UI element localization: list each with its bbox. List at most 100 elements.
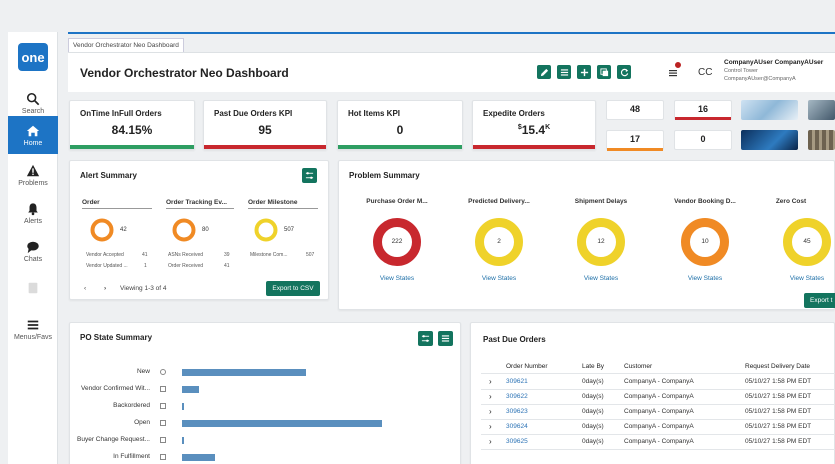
- expand-row-chevron-icon[interactable]: ›: [489, 377, 492, 386]
- notification-badge[interactable]: [674, 61, 682, 69]
- list-button[interactable]: [557, 65, 571, 79]
- col-header-order-number[interactable]: Order Number: [506, 363, 548, 370]
- row-divider: [481, 434, 835, 435]
- problem-label[interactable]: Vendor Booking D...: [674, 198, 736, 205]
- po-row-checkbox[interactable]: [160, 454, 166, 460]
- order-number-link[interactable]: 309622: [506, 393, 528, 400]
- alert-col-order[interactable]: Order: [82, 199, 152, 209]
- po-state-summary-panel: PO State Summary New Vendor Confirmed Wit…: [69, 322, 461, 464]
- pager-next[interactable]: ›: [104, 285, 107, 292]
- view-states-link[interactable]: View States: [789, 275, 825, 282]
- customer-cell: CompanyA - CompanyA: [624, 438, 694, 445]
- order-number-link[interactable]: 309625: [506, 438, 528, 445]
- refresh-icon: [620, 68, 628, 76]
- refresh-button[interactable]: [617, 65, 631, 79]
- order-number-link[interactable]: 309621: [506, 378, 528, 385]
- problem-donut[interactable]: [474, 217, 524, 267]
- thumbnail-image[interactable]: [741, 130, 798, 150]
- expand-row-chevron-icon[interactable]: ›: [489, 437, 492, 446]
- problem-label[interactable]: Zero Cost: [775, 198, 807, 205]
- nav-home[interactable]: Home: [8, 116, 58, 154]
- warning-icon: [26, 164, 40, 176]
- thumbnail-image[interactable]: [808, 100, 835, 120]
- problem-label[interactable]: Shipment Delays: [574, 198, 628, 205]
- late-by-cell: 0day(s): [582, 438, 604, 445]
- alert-row-value: 39: [224, 252, 230, 258]
- alert-row-label[interactable]: ASNs Received: [168, 252, 204, 258]
- alert-row-label[interactable]: Vendor Updated ...: [86, 263, 128, 269]
- alert-row-label[interactable]: Vendor Accepted: [86, 252, 124, 258]
- menu-icon[interactable]: [668, 68, 678, 78]
- problem-export-button[interactable]: Export t: [804, 293, 835, 308]
- po-bar[interactable]: [182, 386, 199, 393]
- user-initials[interactable]: CC: [698, 67, 713, 78]
- col-header-late-by[interactable]: Late By: [582, 363, 605, 370]
- filter-button[interactable]: [302, 168, 317, 183]
- kpi-ontime-infull[interactable]: OnTime InFull Orders 84.15%: [69, 100, 195, 150]
- nav-search[interactable]: Search: [8, 84, 58, 122]
- nav-chats[interactable]: Chats: [8, 232, 58, 270]
- copy-button[interactable]: [597, 65, 611, 79]
- alert-col-order-milestone[interactable]: Order Milestone: [248, 199, 318, 209]
- col-header-customer[interactable]: Customer: [624, 363, 653, 370]
- po-row-checkbox[interactable]: [160, 403, 166, 409]
- nav-menus-favs[interactable]: Menus/Favs: [8, 310, 58, 348]
- expand-row-chevron-icon[interactable]: ›: [489, 422, 492, 431]
- po-bar[interactable]: [182, 420, 382, 427]
- alert-order-donut[interactable]: [90, 218, 114, 242]
- view-states-link[interactable]: View States: [583, 275, 619, 282]
- nav-chats-label: Chats: [23, 255, 43, 263]
- problem-summary-panel: Problem Summary Purchase Order M... 222 …: [338, 160, 835, 310]
- thumbnail-image[interactable]: [808, 130, 835, 150]
- edit-button[interactable]: [537, 65, 551, 79]
- view-states-link[interactable]: View States: [379, 275, 415, 282]
- thumbnail-image[interactable]: [741, 100, 798, 120]
- alert-row-label[interactable]: Milestone Com...: [250, 252, 288, 258]
- kpi-past-due-orders[interactable]: Past Due Orders KPI 95: [203, 100, 327, 150]
- mini-kpi-2[interactable]: 16: [674, 100, 732, 120]
- problem-label[interactable]: Predicted Delivery...: [468, 198, 530, 205]
- problem-donut[interactable]: [576, 217, 626, 267]
- po-bar[interactable]: [182, 369, 306, 376]
- mini-kpi-1[interactable]: 48: [606, 100, 664, 120]
- po-bar[interactable]: [182, 454, 216, 461]
- po-list-button[interactable]: [438, 331, 453, 346]
- one-logo[interactable]: one: [18, 43, 48, 71]
- alert-row-label[interactable]: Order Received: [168, 263, 204, 269]
- mini-kpi-4[interactable]: 0: [674, 130, 732, 150]
- kpi-expedite-orders[interactable]: Expedite Orders $15.4K: [472, 100, 596, 150]
- expand-row-chevron-icon[interactable]: ›: [489, 407, 492, 416]
- expand-row-chevron-icon[interactable]: ›: [489, 392, 492, 401]
- sliders-icon: [421, 335, 430, 342]
- problem-label[interactable]: Purchase Order M...: [366, 198, 428, 205]
- alert-milestone-count: 507: [284, 227, 295, 233]
- mini-kpi-value: 0: [700, 134, 706, 144]
- late-by-cell: 0day(s): [582, 393, 604, 400]
- order-number-link[interactable]: 309623: [506, 408, 528, 415]
- nav-alerts[interactable]: Alerts: [8, 194, 58, 232]
- view-states-link[interactable]: View States: [687, 275, 723, 282]
- po-bar[interactable]: [182, 437, 185, 444]
- po-row-checkbox[interactable]: [160, 420, 166, 426]
- alert-col-order-tracking[interactable]: Order Tracking Ev...: [166, 199, 234, 209]
- problem-donut[interactable]: [372, 217, 422, 267]
- order-number-link[interactable]: 309624: [506, 423, 528, 430]
- po-filter-button[interactable]: [418, 331, 433, 346]
- nav-problems[interactable]: Problems: [8, 156, 58, 194]
- mini-kpi-3[interactable]: 17: [606, 130, 664, 151]
- problem-donut[interactable]: [782, 217, 832, 267]
- export-csv-button[interactable]: Export to CSV: [266, 281, 320, 296]
- tab-vendor-dashboard[interactable]: Vendor Orchestrator Neo Dashboard: [68, 38, 184, 52]
- po-row-checkbox[interactable]: [160, 369, 166, 375]
- add-button[interactable]: [577, 65, 591, 79]
- po-row-checkbox[interactable]: [160, 386, 166, 392]
- col-header-request-delivery-date[interactable]: Request Delivery Date: [745, 363, 811, 370]
- problem-donut[interactable]: [680, 217, 730, 267]
- pager-prev[interactable]: ‹: [84, 285, 87, 292]
- view-states-link[interactable]: View States: [481, 275, 517, 282]
- po-bar[interactable]: [182, 403, 185, 410]
- alert-tracking-donut[interactable]: [172, 218, 196, 242]
- alert-milestone-donut[interactable]: [254, 218, 278, 242]
- po-row-checkbox[interactable]: [160, 437, 166, 443]
- kpi-hot-items[interactable]: Hot Items KPI 0: [337, 100, 463, 150]
